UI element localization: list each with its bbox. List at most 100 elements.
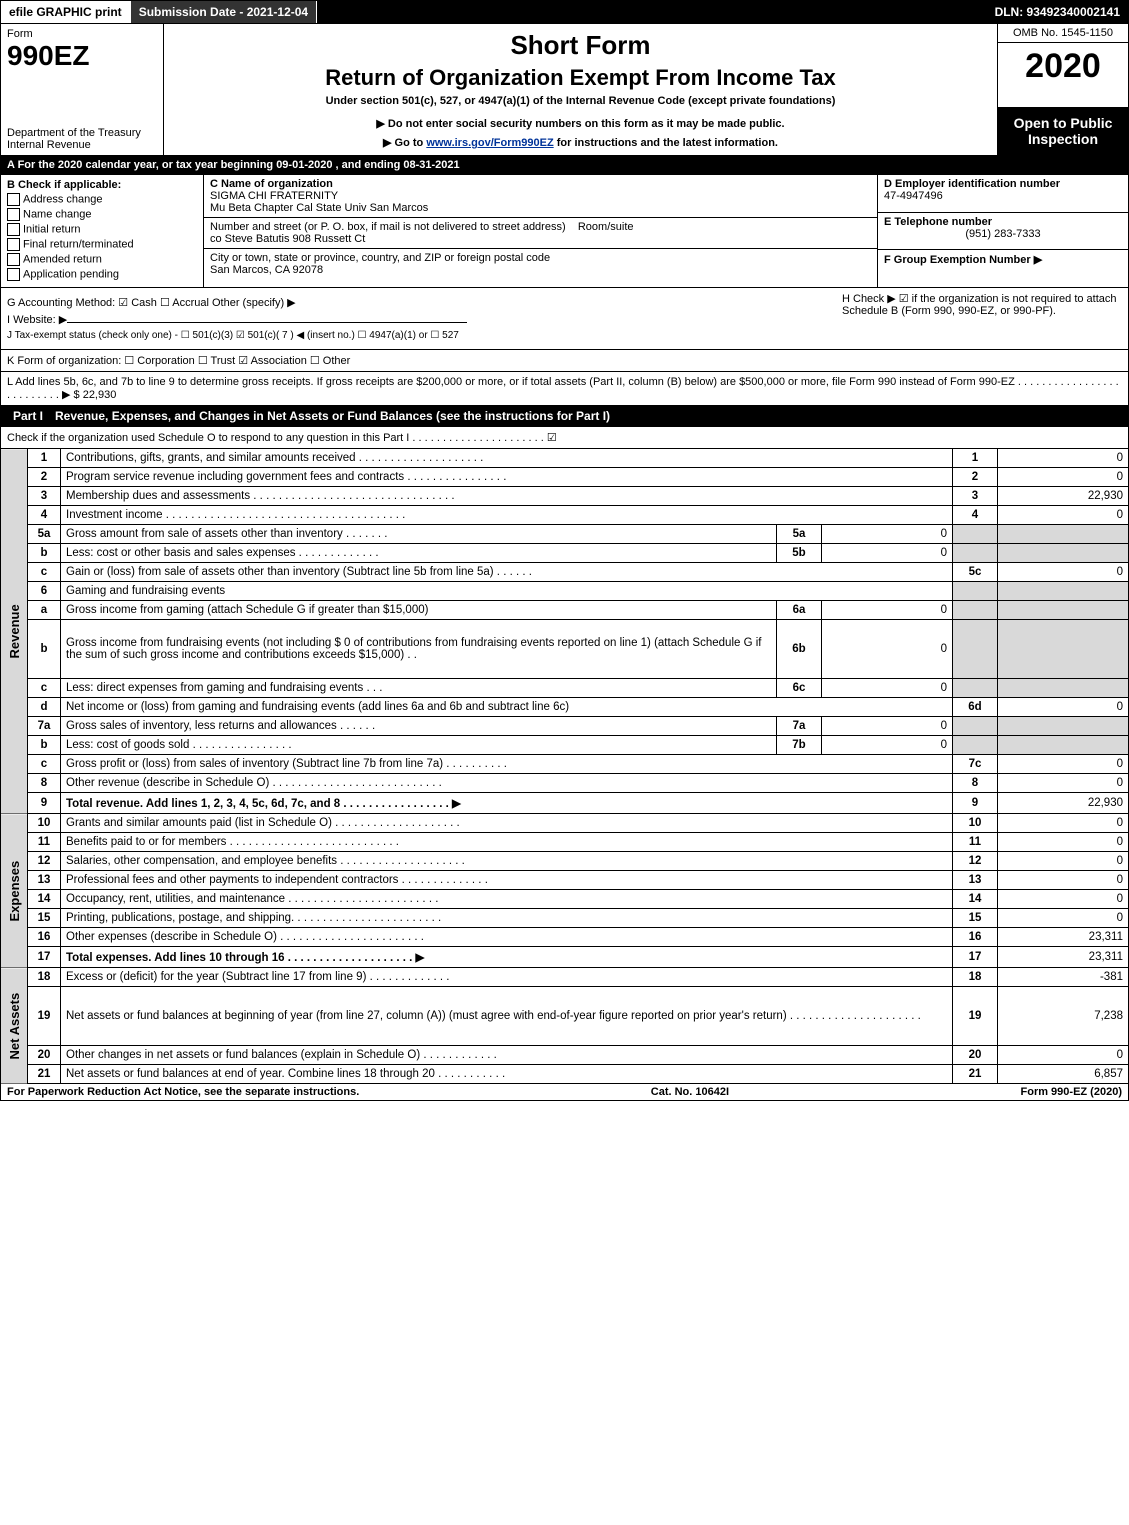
table-row: dNet income or (loss) from gaming and fu…	[1, 698, 1129, 717]
table-row: 6Gaming and fundraising events	[1, 582, 1129, 601]
row-rnum: 10	[953, 814, 998, 833]
form-word: Form	[7, 28, 157, 40]
part1-header: Part I Revenue, Expenses, and Changes in…	[0, 406, 1129, 427]
row-rnum: 11	[953, 833, 998, 852]
line-a: A For the 2020 calendar year, or tax yea…	[0, 156, 1129, 175]
row-val: -381	[998, 968, 1129, 987]
chk-final[interactable]: Final return/terminated	[7, 238, 197, 251]
row-num: 3	[28, 487, 61, 506]
row-num: 19	[28, 987, 61, 1046]
row-val: 0	[998, 698, 1129, 717]
chk-amended[interactable]: Amended return	[7, 253, 197, 266]
row-rnum-shade	[953, 525, 998, 544]
section-def: D Employer identification number 47-4947…	[877, 175, 1128, 287]
row-val-shade	[998, 736, 1129, 755]
footer-left: For Paperwork Reduction Act Notice, see …	[7, 1086, 359, 1098]
row-desc: Gaming and fundraising events	[61, 582, 953, 601]
table-row: bGross income from fundraising events (n…	[1, 620, 1129, 679]
row-desc: Excess or (deficit) for the year (Subtra…	[61, 968, 953, 987]
row-desc: Total revenue. Add lines 1, 2, 3, 4, 5c,…	[61, 793, 953, 814]
table-row: 17Total expenses. Add lines 10 through 1…	[1, 947, 1129, 968]
row-midval: 0	[822, 717, 953, 736]
short-form-title: Short Form	[174, 30, 987, 61]
goto-pre: ▶ Go to	[383, 137, 426, 149]
row-desc: Membership dues and assessments . . . . …	[61, 487, 953, 506]
row-num: 9	[28, 793, 61, 814]
row-val-shade	[998, 582, 1129, 601]
row-desc: Gross profit or (loss) from sales of inv…	[61, 755, 953, 774]
row-midnum: 5a	[777, 525, 822, 544]
org-name2: Mu Beta Chapter Cal State Univ San Marco…	[210, 202, 871, 214]
row-rnum-shade	[953, 736, 998, 755]
header-center: Short Form Return of Organization Exempt…	[164, 24, 998, 155]
table-row: 16Other expenses (describe in Schedule O…	[1, 928, 1129, 947]
row-num: 21	[28, 1065, 61, 1084]
website-input[interactable]	[67, 322, 467, 323]
irs-link[interactable]: www.irs.gov/Form990EZ	[426, 137, 553, 149]
row-desc: Gross sales of inventory, less returns a…	[61, 717, 777, 736]
under-section: Under section 501(c), 527, or 4947(a)(1)…	[174, 95, 987, 107]
f-label: F Group Exemption Number ▶	[884, 253, 1122, 266]
row-desc: Less: cost of goods sold . . . . . . . .…	[61, 736, 777, 755]
row-num: b	[28, 620, 61, 679]
chk-initial[interactable]: Initial return	[7, 223, 197, 236]
room-label: Room/suite	[578, 221, 634, 233]
row-val: 0	[998, 774, 1129, 793]
row-midval: 0	[822, 620, 953, 679]
goto-post: for instructions and the latest informat…	[554, 137, 778, 149]
row-desc: Investment income . . . . . . . . . . . …	[61, 506, 953, 525]
chk-name[interactable]: Name change	[7, 208, 197, 221]
vlabel-expenses: Expenses	[1, 814, 28, 968]
row-val: 0	[998, 449, 1129, 468]
tax-year: 2020	[998, 43, 1128, 107]
row-rnum-shade	[953, 601, 998, 620]
g-h-block: G Accounting Method: ☑ Cash ☐ Accrual Ot…	[0, 288, 1129, 350]
table-row: bLess: cost of goods sold . . . . . . . …	[1, 736, 1129, 755]
row-rnum: 2	[953, 468, 998, 487]
row-num: 10	[28, 814, 61, 833]
row-midnum: 6a	[777, 601, 822, 620]
row-desc: Other changes in net assets or fund bala…	[61, 1046, 953, 1065]
row-val: 0	[998, 871, 1129, 890]
row-val: 6,857	[998, 1065, 1129, 1084]
line-j: J Tax-exempt status (check only one) - ☐…	[7, 330, 830, 341]
row-num: c	[28, 679, 61, 698]
b-label: B Check if applicable:	[7, 179, 197, 191]
line-g: G Accounting Method: ☑ Cash ☐ Accrual Ot…	[7, 296, 830, 309]
row-val: 22,930	[998, 487, 1129, 506]
table-row: Revenue1Contributions, gifts, grants, an…	[1, 449, 1129, 468]
addr-block: Number and street (or P. O. box, if mail…	[204, 218, 877, 249]
line-l: L Add lines 5b, 6c, and 7b to line 9 to …	[0, 372, 1129, 406]
row-val: 0	[998, 755, 1129, 774]
table-row: Net Assets18Excess or (deficit) for the …	[1, 968, 1129, 987]
row-rnum: 7c	[953, 755, 998, 774]
row-midnum: 6b	[777, 620, 822, 679]
section-b: B Check if applicable: Address change Na…	[1, 175, 204, 287]
table-row: 3Membership dues and assessments . . . .…	[1, 487, 1129, 506]
e-block: E Telephone number (951) 283-7333	[878, 213, 1128, 251]
row-desc: Net assets or fund balances at end of ye…	[61, 1065, 953, 1084]
vlabel-netassets: Net Assets	[1, 968, 28, 1084]
row-midval: 0	[822, 679, 953, 698]
chk-pending[interactable]: Application pending	[7, 268, 197, 281]
table-row: 20Other changes in net assets or fund ba…	[1, 1046, 1129, 1065]
chk-address[interactable]: Address change	[7, 193, 197, 206]
page-footer: For Paperwork Reduction Act Notice, see …	[0, 1084, 1129, 1101]
table-row: Expenses10Grants and similar amounts pai…	[1, 814, 1129, 833]
row-num: 12	[28, 852, 61, 871]
row-rnum: 17	[953, 947, 998, 968]
row-val-shade	[998, 601, 1129, 620]
row-desc: Gross amount from sale of assets other t…	[61, 525, 777, 544]
row-rnum: 15	[953, 909, 998, 928]
row-desc: Gain or (loss) from sale of assets other…	[61, 563, 953, 582]
part1-label: Part I	[7, 409, 49, 423]
e-label: E Telephone number	[884, 216, 1122, 228]
table-row: 15Printing, publications, postage, and s…	[1, 909, 1129, 928]
table-row: 4Investment income . . . . . . . . . . .…	[1, 506, 1129, 525]
part1-check: Check if the organization used Schedule …	[0, 427, 1129, 449]
row-num: 17	[28, 947, 61, 968]
city-val: San Marcos, CA 92078	[210, 264, 871, 276]
omb-number: OMB No. 1545-1150	[998, 24, 1128, 43]
table-row: 21Net assets or fund balances at end of …	[1, 1065, 1129, 1084]
top-bar: efile GRAPHIC print Submission Date - 20…	[0, 0, 1129, 24]
